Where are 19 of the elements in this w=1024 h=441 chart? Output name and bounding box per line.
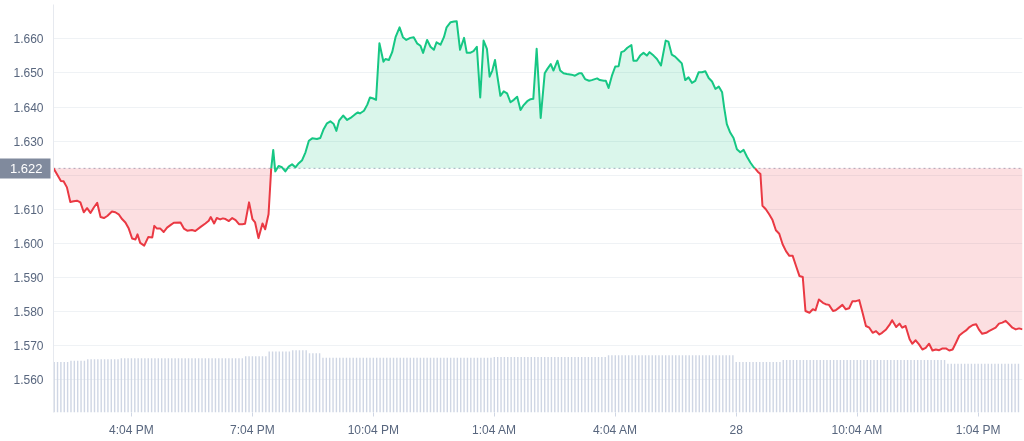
y-tick-label: 1.630 — [13, 134, 44, 149]
x-tick-label: 1:04 AM — [471, 422, 517, 437]
x-tick-label: 4:04 AM — [592, 422, 637, 437]
y-tick-label: 1.600 — [13, 236, 44, 251]
y-tick-label: 1.610 — [13, 202, 44, 217]
ref-line-label: 1.622 — [9, 160, 43, 176]
y-tick-label: 1.580 — [13, 304, 44, 319]
x-tick-label: 1:04 PM — [955, 422, 1001, 437]
y-tick-label: 1.570 — [13, 338, 44, 353]
y-tick-label: 1.650 — [13, 66, 44, 81]
x-tick-label: 10:04 PM — [347, 422, 400, 437]
y-tick-label: 1.560 — [13, 372, 44, 387]
y-tick-label: 1.640 — [13, 100, 44, 115]
x-tick-label: 7:04 PM — [230, 422, 275, 437]
x-tick-label: 28 — [729, 422, 744, 437]
y-tick-label: 1.660 — [13, 32, 44, 47]
x-tick-label: 10:04 AM — [831, 422, 883, 437]
x-tick-label: 4:04 PM — [109, 422, 154, 437]
y-tick-label: 1.590 — [13, 270, 44, 285]
